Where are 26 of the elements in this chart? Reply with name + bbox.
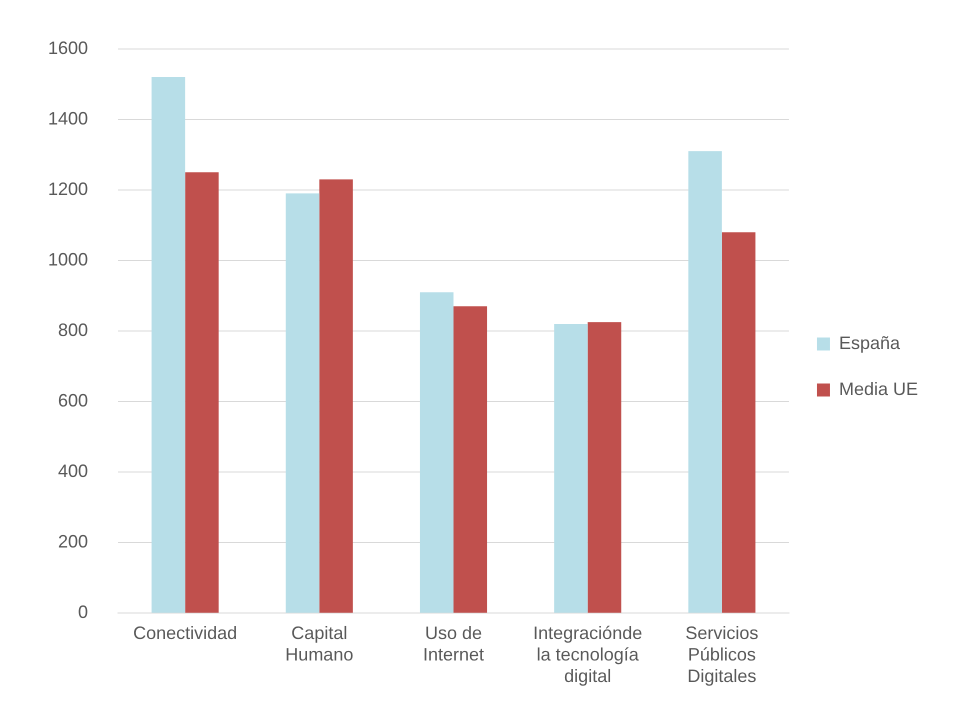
- x-tick-label: Uso de Internet: [422, 622, 484, 665]
- bar: [152, 77, 186, 613]
- y-tick-label: 1400: [48, 108, 88, 128]
- bar: [454, 306, 488, 613]
- x-tick-label: Capital Humano: [285, 622, 354, 665]
- y-tick-label: 400: [58, 461, 88, 482]
- y-tick-label: 0: [78, 602, 88, 622]
- bar: [420, 292, 454, 613]
- bar: [185, 172, 219, 613]
- legend-label: Media UE: [838, 378, 918, 399]
- x-tick-label: Integraciónde la tecnología digital: [533, 622, 642, 686]
- x-tick-label: Servicios Públicos Digitales: [685, 622, 758, 686]
- bar: [588, 322, 622, 613]
- x-tick-label: Conectividad: [133, 622, 238, 643]
- y-tick-label: 200: [58, 532, 88, 552]
- legend-label: España: [838, 332, 902, 353]
- y-tick-label: 600: [58, 390, 88, 411]
- y-tick-label: 1200: [48, 178, 88, 199]
- bar: [554, 324, 588, 613]
- y-tick-label: 1600: [48, 38, 88, 58]
- y-tick-label: 800: [58, 320, 88, 340]
- bar: [688, 151, 722, 613]
- y-tick-label: 1000: [48, 249, 88, 270]
- bar: [722, 232, 756, 613]
- bar: [319, 179, 353, 613]
- bar: [286, 193, 320, 613]
